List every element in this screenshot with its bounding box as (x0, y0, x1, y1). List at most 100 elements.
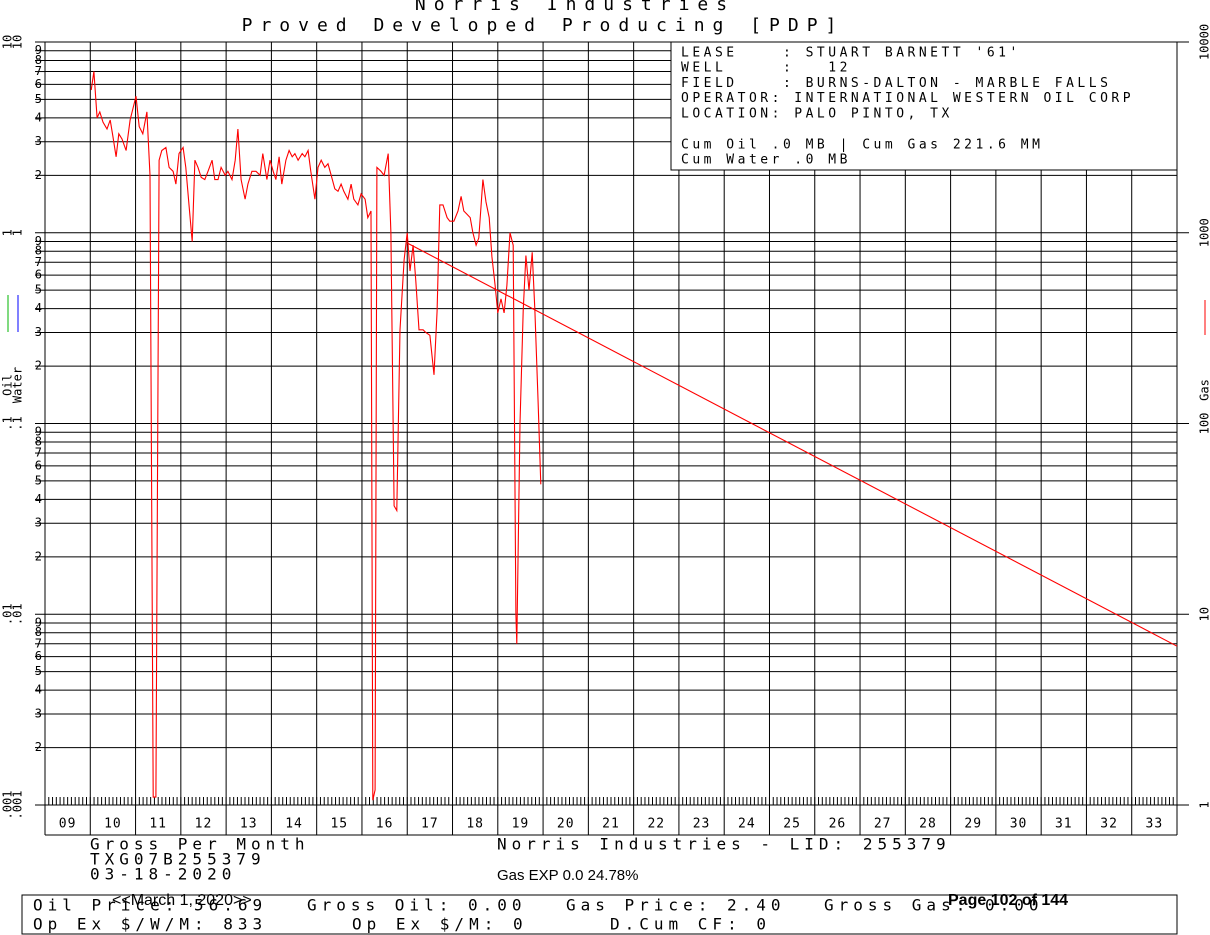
minor-tick-label: 7 (35, 446, 42, 460)
x-tick-label: 18 (466, 817, 484, 832)
x-tick-label: 19 (512, 817, 530, 832)
y2-axis-label: Water (11, 367, 25, 403)
summary-box (21, 894, 1178, 935)
summary-text: Oil Price: 56.69 (33, 896, 267, 915)
x-tick-label: 25 (783, 817, 801, 832)
y2-tick-label: .01 (11, 603, 25, 625)
chart-title: Norris Industries (415, 0, 735, 15)
minor-tick-label: 5 (35, 92, 42, 106)
y2-tick-label: .1 (11, 416, 25, 430)
x-tick-label: 24 (738, 817, 756, 832)
minor-tick-label: 3 (35, 134, 42, 148)
y2-tick-label: 1 (11, 229, 25, 236)
footer-text: TXG07B255379 (90, 850, 266, 869)
summary-text: Gross Oil: 0.00 (307, 896, 527, 915)
summary-text: Gas Price: 2.40 (566, 896, 786, 915)
summary-text: Gross Gas: 0.00 (824, 896, 1044, 915)
x-tick-label: 11 (149, 817, 167, 832)
y-tick-label: 100 (1198, 413, 1210, 435)
minor-tick-label: 8 (35, 625, 42, 639)
info-line: FIELD : BURNS-DALTON - MARBLE FALLS (681, 76, 1111, 91)
minor-tick-label: 6 (35, 77, 42, 91)
y2-tick-label: .001 (11, 791, 25, 820)
minor-tick-label: 7 (35, 636, 42, 650)
x-tick-label: 09 (59, 817, 77, 832)
minor-tick-label: 3 (35, 706, 42, 720)
minor-tick-label: 9 (35, 615, 42, 629)
x-tick-label: 32 (1100, 817, 1118, 832)
info-box (670, 41, 1178, 171)
minor-tick-label: 6 (35, 649, 42, 663)
minor-tick-label: 3 (35, 516, 42, 530)
info-line: LOCATION: PALO PINTO, TX (681, 106, 953, 121)
x-tick-label: 17 (421, 817, 439, 832)
y2-tick-label: 10 (11, 35, 25, 49)
forecast-line (406, 242, 1178, 647)
cum-line: Cum Water .0 MB (681, 153, 851, 168)
minor-tick-label: 8 (35, 434, 42, 448)
page-indicator: Page 102 of 144 (948, 892, 1068, 909)
minor-tick-label: 7 (35, 255, 42, 269)
summary-text: Op Ex $/M: 0 (352, 915, 528, 934)
cum-line: Cum Oil .0 MB | Cum Gas 221.6 MM (681, 138, 1043, 153)
y-tick-label: 1 (1198, 801, 1210, 808)
y2-tick-label: 1 (1, 229, 15, 236)
minor-tick-label: 8 (35, 244, 42, 258)
minor-tick-label: 2 (35, 168, 42, 182)
x-tick-label: 28 (919, 817, 937, 832)
minor-tick-label: 4 (35, 492, 42, 506)
x-tick-label: 20 (557, 817, 575, 832)
y2-tick-label: .001 (1, 791, 15, 820)
y-tick-label: 1000 (1198, 218, 1210, 247)
minor-tick-label: 8 (35, 53, 42, 67)
minor-tick-label: 2 (35, 740, 42, 754)
summary-text: D.Cum CF: 0 (610, 915, 771, 934)
minor-tick-label: 5 (35, 664, 42, 678)
x-tick-label: 30 (1010, 817, 1028, 832)
minor-tick-label: 9 (35, 425, 42, 439)
info-line: WELL : 12 (681, 61, 851, 76)
minor-tick-label: 7 (35, 64, 42, 78)
minor-tick-label: 4 (35, 301, 42, 315)
y2-tick-label: 10 (1, 35, 15, 49)
x-tick-label: 23 (693, 817, 711, 832)
y2-tick-label: .01 (1, 603, 15, 625)
x-tick-label: 16 (376, 817, 394, 832)
minor-tick-label: 9 (35, 43, 42, 57)
y-tick-label: 10 (1198, 607, 1210, 621)
minor-tick-label: 5 (35, 473, 42, 487)
x-tick-label: 12 (195, 817, 213, 832)
y-tick-label: 10000 (1198, 24, 1210, 60)
minor-tick-label: 4 (35, 683, 42, 697)
x-tick-label: 26 (829, 817, 847, 832)
footer-text: 03-18-2020 (90, 865, 236, 884)
minor-tick-label: 6 (35, 268, 42, 282)
info-line: OPERATOR: INTERNATIONAL WESTERN OIL CORP (681, 91, 1134, 106)
x-tick-label: 33 (1146, 817, 1164, 832)
minor-tick-label: 5 (35, 283, 42, 297)
date-nav[interactable]: <<March 1, 2020>> (112, 892, 252, 909)
x-tick-label: 15 (330, 817, 348, 832)
x-tick-label: 27 (874, 817, 892, 832)
footer-text: Norris Industries - LID: 255379 (497, 835, 951, 854)
y-axis-label: Gas (1198, 379, 1210, 401)
minor-tick-label: 2 (35, 549, 42, 563)
x-tick-label: 21 (602, 817, 620, 832)
gas-line (90, 71, 542, 801)
y2-axis-label: Oil (1, 374, 15, 396)
x-tick-label: 13 (240, 817, 258, 832)
x-tick-label: 22 (647, 817, 665, 832)
info-line: LEASE : STUART BARNETT '61' (681, 46, 1021, 61)
summary-text: Op Ex $/W/M: 833 (33, 915, 267, 934)
minor-tick-label: 4 (35, 110, 42, 124)
x-tick-label: 10 (104, 817, 122, 832)
x-tick-label: 31 (1055, 817, 1073, 832)
y2-tick-label: .1 (1, 416, 15, 430)
minor-tick-label: 3 (35, 325, 42, 339)
x-tick-label: 29 (964, 817, 982, 832)
minor-tick-label: 2 (35, 359, 42, 373)
gas-exp: Gas EXP 0.0 24.78% (497, 867, 638, 884)
footer-text: Gross Per Month (90, 835, 310, 854)
chart-subtitle: Proved Developed Producing [PDP] (242, 15, 845, 36)
